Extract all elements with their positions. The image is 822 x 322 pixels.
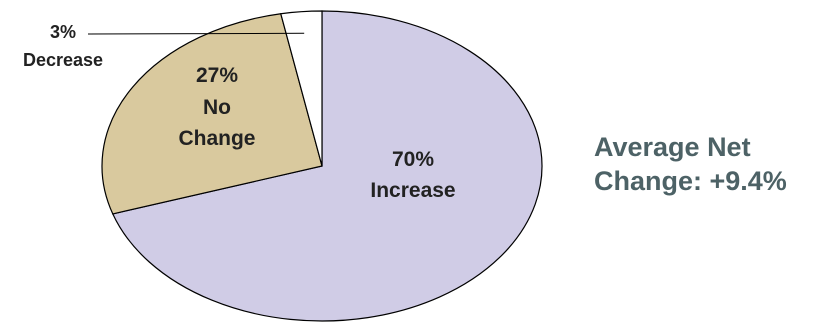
increase-value-label: 70%	[392, 148, 434, 171]
decrease-leader-line	[87, 32, 305, 35]
average-net-change-line2: Change: +9.4%	[594, 166, 787, 196]
average-net-change-line1: Average Net	[594, 132, 751, 162]
pie-slice-increase	[111, 10, 543, 322]
decrease-value-label: 3%	[50, 22, 76, 42]
pie-slice-decrease	[280, 10, 323, 167]
no-change-text-label-line2: Change	[178, 127, 255, 150]
decrease-text-label: Decrease	[23, 50, 103, 70]
no-change-value-label: 27%	[196, 64, 238, 87]
no-change-text-label-line1: No	[203, 96, 231, 119]
increase-text-label: Increase	[370, 179, 455, 202]
pie-slice-no-change	[101, 13, 323, 215]
average-net-change-note: Average Net Change: +9.4%	[594, 130, 819, 198]
